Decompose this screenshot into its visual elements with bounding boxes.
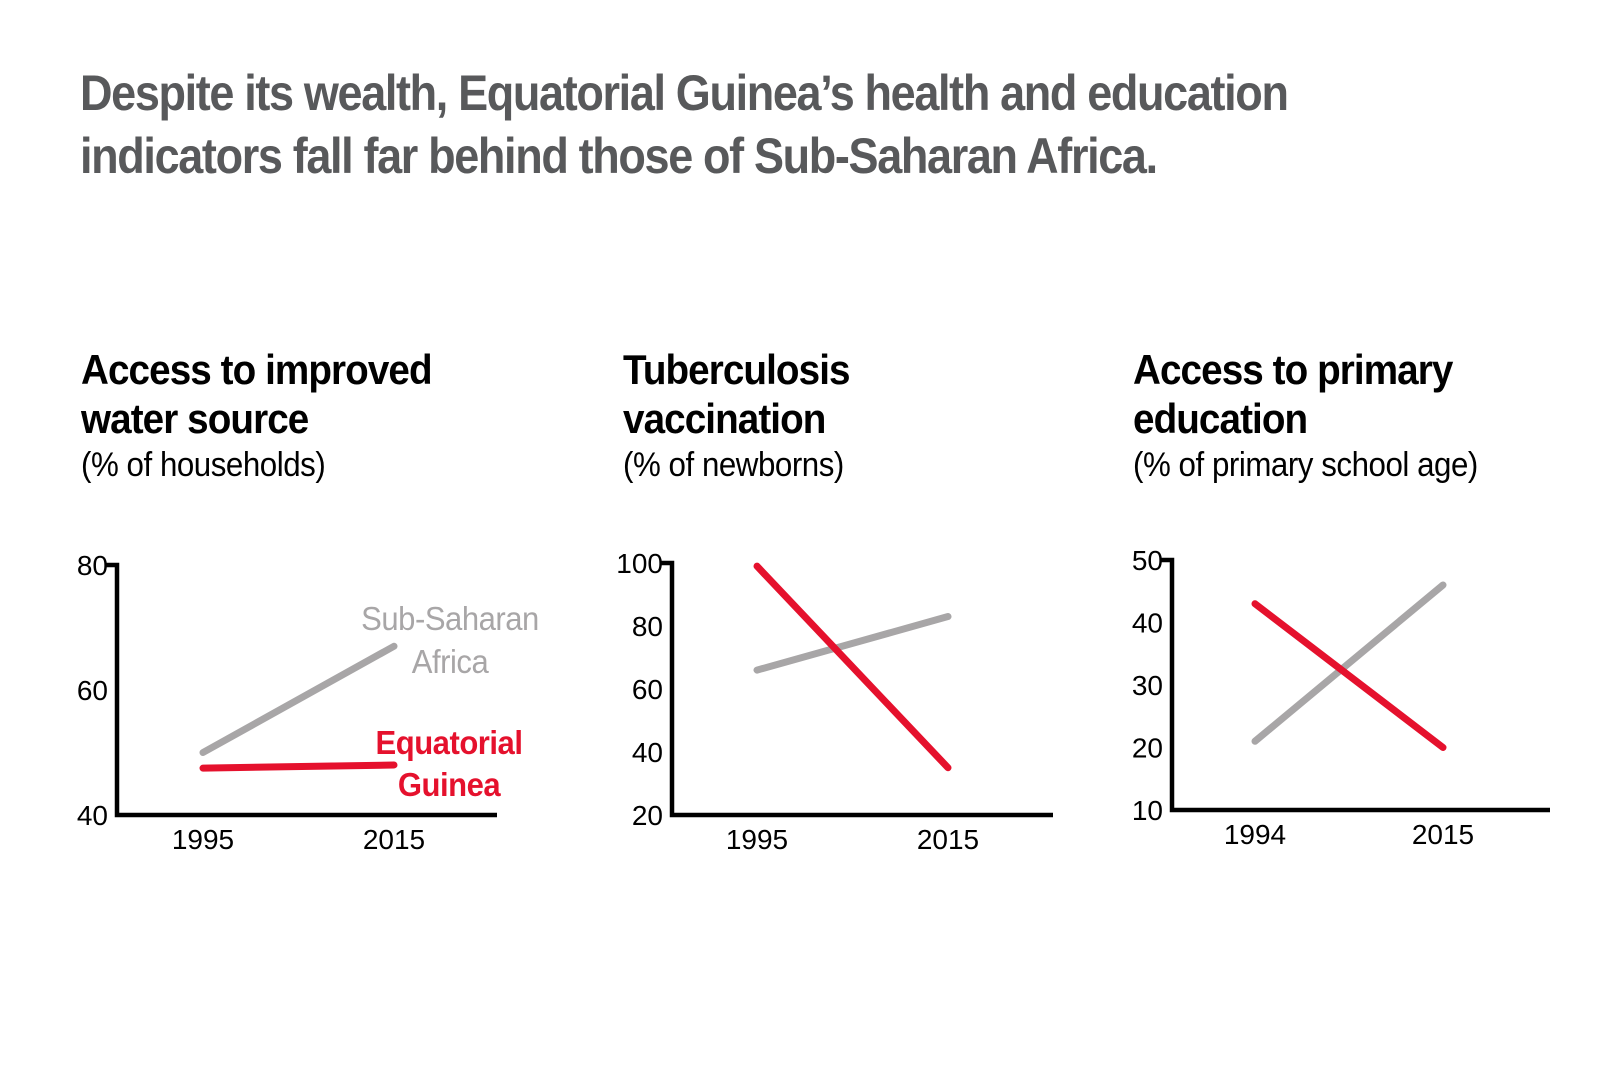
chart-title-line-1: Access to primary: [1133, 346, 1453, 393]
y-tick-label: 40: [632, 737, 663, 768]
headline-line-1: Despite its wealth, Equatorial Guinea’s …: [80, 65, 1289, 121]
y-tick-label: 50: [1132, 545, 1163, 576]
series-label-line-1: Equatorial: [375, 724, 523, 761]
chart-panel-tuberculosis: Tuberculosis vaccination (% of newborns)…: [590, 330, 1130, 890]
y-tick-label: 40: [77, 800, 108, 831]
y-tick-label: 60: [632, 674, 663, 705]
x-tick-label: 2015: [363, 824, 425, 855]
chart-panel-primary-education: Access to primary education (% of primar…: [1090, 330, 1619, 890]
chart-title-line-2: water source: [81, 395, 309, 442]
chart-title: Access to primary education: [1133, 345, 1478, 443]
series-label-equatorial-guinea: Equatorial Guinea: [308, 722, 590, 806]
series-label-line-2: Guinea: [397, 766, 501, 803]
y-tick-label: 10: [1132, 795, 1163, 826]
tuberculosis-chart-plot: 100 80 60 40 20 1995 2015: [616, 548, 1053, 855]
chart-subtitle: (% of newborns): [623, 446, 844, 484]
y-tick-label: 80: [77, 550, 108, 581]
chart-title: Tuberculosis vaccination: [623, 345, 850, 443]
x-tick-label: 1995: [726, 824, 788, 855]
chart-title-line-1: Access to improved: [81, 346, 433, 393]
headline-line-2: indicators fall far behind those of Sub-…: [80, 128, 1158, 184]
chart-axes: [1161, 557, 1550, 813]
chart-subtitle: (% of households): [81, 446, 326, 484]
chart-subtitle: (% of primary school age): [1133, 446, 1478, 484]
primary-education-chart-plot: 50 40 30 20 10 1994 2015: [1132, 545, 1550, 850]
series-line-equatorial-guinea: [1251, 600, 1447, 751]
chart-panel-water-source: Access to improved water source (% of ho…: [60, 330, 620, 890]
series-line-sub-saharan-africa: [199, 642, 398, 756]
water-source-chart-plot: 80 60 40 1995 2015: [77, 550, 497, 855]
y-tick-label: 60: [77, 675, 108, 706]
series-label-line-1: Sub-Saharan: [361, 600, 539, 637]
chart-title-block: Access to primary education (% of primar…: [1133, 345, 1478, 487]
headline: Despite its wealth, Equatorial Guinea’s …: [80, 62, 1289, 188]
y-tick-label: 80: [632, 611, 663, 642]
chart-title-block: Tuberculosis vaccination (% of newborns): [623, 345, 850, 487]
series-line-sub-saharan-africa: [1251, 581, 1447, 745]
x-tick-label: 1995: [172, 824, 234, 855]
x-tick-label: 1994: [1224, 819, 1286, 850]
series-line-equatorial-guinea: [199, 761, 398, 772]
chart-title-block: Access to improved water source (% of ho…: [81, 345, 433, 487]
series-label-line-2: Africa: [411, 643, 489, 680]
y-tick-label: 100: [616, 548, 663, 579]
chart-title: Access to improved water source: [81, 345, 433, 443]
chart-axes: [106, 562, 497, 818]
y-tick-label: 20: [632, 800, 663, 831]
y-tick-label: 30: [1132, 670, 1163, 701]
y-tick-label: 20: [1132, 733, 1163, 764]
series-line-equatorial-guinea: [753, 562, 952, 772]
chart-title-line-1: Tuberculosis: [623, 346, 850, 393]
chart-title-line-2: education: [1133, 395, 1308, 442]
chart-axes: [661, 560, 1053, 818]
x-tick-label: 2015: [917, 824, 979, 855]
chart-title-line-2: vaccination: [623, 395, 826, 442]
series-label-sub-saharan-africa: Sub-Saharan Africa: [309, 597, 591, 683]
series-line-sub-saharan-africa: [753, 613, 952, 674]
x-tick-label: 2015: [1412, 819, 1474, 850]
y-tick-label: 40: [1132, 608, 1163, 639]
